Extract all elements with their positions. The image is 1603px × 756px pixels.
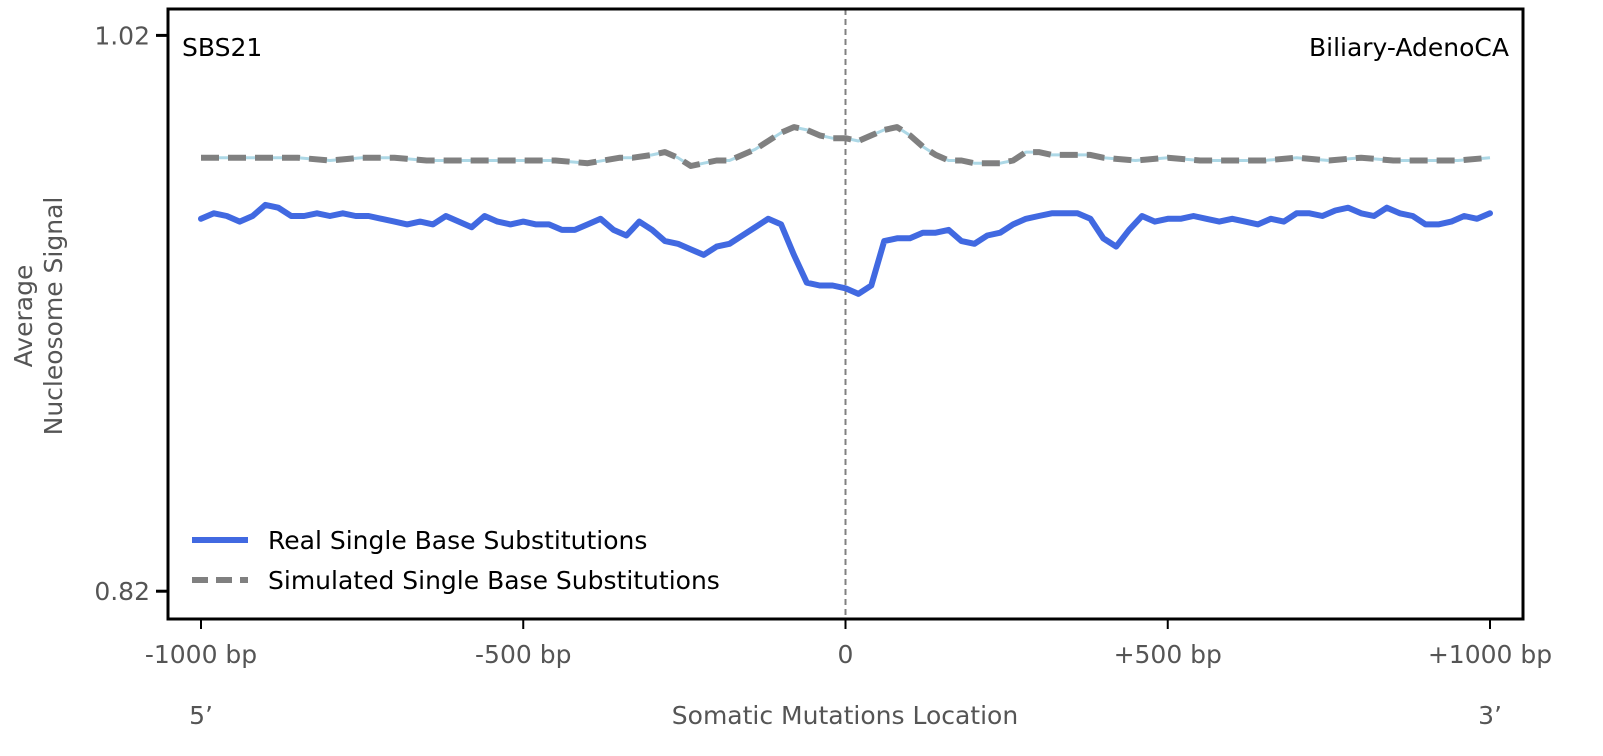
x-axis-title: Somatic Mutations Location	[672, 701, 1018, 730]
signature-label: SBS21	[182, 33, 262, 62]
x-axis-ticks: -1000 bp -500 bp 0 +500 bp +1000 bp	[145, 619, 1552, 669]
series-real-line	[198, 201, 1493, 297]
y-tick-label: 0.82	[94, 577, 150, 606]
five-prime-label: 5’	[189, 701, 213, 730]
cancer-type-label: Biliary-AdenoCA	[1309, 33, 1509, 62]
x-tick-label: -500 bp	[475, 640, 571, 669]
series-simulated-line	[201, 124, 1491, 169]
legend-label-real: Real Single Base Substitutions	[268, 526, 647, 555]
legend-label-simulated: Simulated Single Base Substitutions	[268, 566, 720, 595]
legend: Real Single Base Substitutions Simulated…	[192, 526, 720, 595]
x-tick-label: +1000 bp	[1428, 640, 1552, 669]
three-prime-label: 3’	[1478, 701, 1502, 730]
y-tick-label: 1.02	[94, 21, 150, 50]
y-axis-ticks: 1.02 0.82	[94, 21, 168, 606]
x-tick-label: 0	[838, 640, 854, 669]
series-layer	[198, 124, 1493, 297]
y-axis-title-line-2: Nucleosome Signal	[39, 197, 68, 436]
x-tick-label: -1000 bp	[145, 640, 257, 669]
x-tick-label: +500 bp	[1114, 640, 1222, 669]
y-axis-title-line-1: Average	[9, 265, 38, 368]
